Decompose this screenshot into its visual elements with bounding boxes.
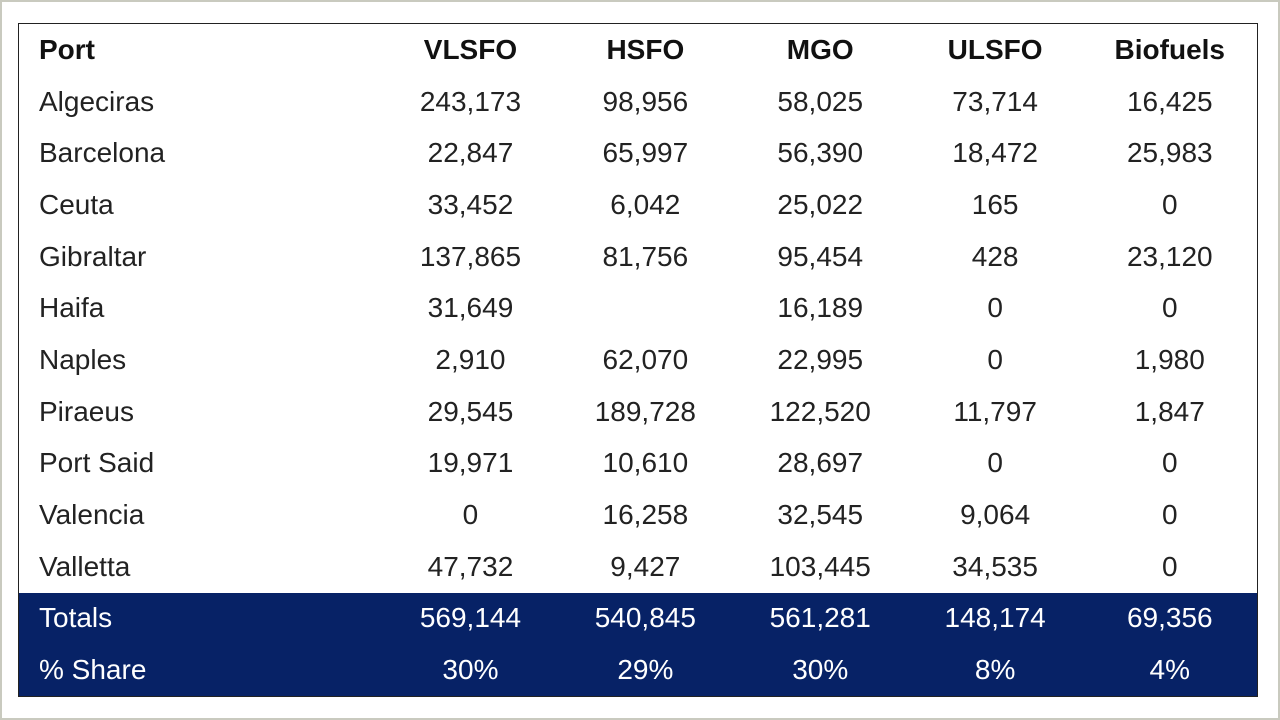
table-cell: 8% <box>907 644 1083 697</box>
table-cell: 25,022 <box>777 188 864 220</box>
table-cell: 22,847 <box>427 137 514 169</box>
table-cell: 11,797 <box>953 395 1037 427</box>
row-label: Barcelona <box>39 137 166 169</box>
table-cell: 18,472 <box>952 137 1038 169</box>
column-header: Port <box>39 33 95 65</box>
row-label: Gibraltar <box>39 240 147 272</box>
table-cell: 561,281 <box>732 592 908 645</box>
table-cell: 0 <box>462 499 479 531</box>
row-label: Piraeus <box>39 395 134 427</box>
table-cell: 30% <box>383 644 558 697</box>
column-header: ULSFO <box>947 33 1043 65</box>
table-cell: 243,173 <box>419 85 522 117</box>
table-cell: 0 <box>1161 550 1178 582</box>
table-row: Haifa 31,649 16,189 0 0 <box>19 282 1258 334</box>
table-cell: 16,425 <box>1126 85 1213 117</box>
header-row: Port VLSFO HSFO MGO ULSFO Biofuels <box>19 24 1258 76</box>
table-cell: 2,910 <box>435 343 506 375</box>
table-cell: 189,728 <box>594 395 696 427</box>
table-row: Valencia 0 16,258 32,545 9,064 0 <box>19 489 1258 541</box>
row-label: Totals <box>18 592 383 645</box>
table-cell: 0 <box>1161 292 1178 324</box>
row-label: Haifa <box>39 292 105 324</box>
table-cell <box>558 282 733 334</box>
table-cell: 165 <box>971 188 1019 220</box>
table-cell: 65,997 <box>602 137 689 169</box>
table-cell: 4% <box>1082 644 1258 697</box>
table-cell: 1,847 <box>1134 395 1205 427</box>
row-label: Naples <box>39 343 127 375</box>
column-header: MGO <box>786 33 854 65</box>
table-cell: 47,732 <box>427 550 514 582</box>
row-label: Ceuta <box>39 188 114 220</box>
table-cell: 137,865 <box>419 240 522 272</box>
table-row: Naples 2,910 62,070 22,995 0 1,980 <box>19 334 1258 386</box>
column-header: VLSFO <box>423 33 518 65</box>
table-cell: 62,070 <box>602 343 689 375</box>
table-cell: 95,454 <box>777 240 864 272</box>
table-cell: 0 <box>987 447 1003 479</box>
table-row: Algeciras 243,173 98,956 58,025 73,714 16,425 <box>19 76 1258 128</box>
table-cell: 73,714 <box>952 85 1038 117</box>
table-cell: 0 <box>1161 188 1178 220</box>
row-label: Port Said <box>39 447 155 479</box>
table-row: Valletta 47,732 9,427 103,445 34,535 0 <box>19 541 1258 593</box>
column-header: HSFO <box>606 33 685 65</box>
table-cell: 98,956 <box>602 85 689 117</box>
table-row: Port Said 19,971 10,610 28,697 0 0 <box>19 438 1258 490</box>
table-cell: 29,545 <box>427 395 514 427</box>
table-row: Piraeus 29,545 189,728 122,520 11,797 1,847 <box>19 386 1258 438</box>
table-row: Ceuta 33,452 6,042 25,022 165 0 <box>19 179 1258 231</box>
table-cell: 25,983 <box>1126 137 1213 169</box>
table-cell: 16,258 <box>602 499 689 531</box>
table-cell: 56,390 <box>777 137 864 169</box>
row-label: Valencia <box>39 499 145 531</box>
table-cell: 58,025 <box>777 85 864 117</box>
table-cell: 148,174 <box>907 592 1083 645</box>
table-row: Barcelona 22,847 65,997 56,390 18,472 25,983 <box>19 127 1258 179</box>
table-cell: 0 <box>987 292 1003 324</box>
table-cell: 428 <box>971 240 1019 272</box>
table-cell: 29% <box>557 644 733 697</box>
row-label: Valletta <box>39 550 131 582</box>
table-cell: 0 <box>987 343 1003 375</box>
table-cell: 1,980 <box>1134 343 1205 375</box>
table-cell: 32,545 <box>777 499 864 531</box>
totals-row: Totals 569,144 540,845 561,281 148,174 69,356 <box>18 592 1258 645</box>
table-cell: 23,120 <box>1126 240 1213 272</box>
table-cell: 9,064 <box>960 499 1031 531</box>
table-cell: 34,535 <box>952 550 1038 582</box>
table-cell: 0 <box>1161 499 1178 531</box>
table-cell: 28,697 <box>777 447 864 479</box>
table-cell: 569,144 <box>383 592 558 645</box>
column-header: Biofuels <box>1114 33 1226 65</box>
table-cell: 10,610 <box>602 447 689 479</box>
table-cell: 69,356 <box>1082 592 1258 645</box>
share-row: % Share 30% 29% 30% 8% 4% <box>18 644 1258 697</box>
table-cell: 81,756 <box>602 240 689 272</box>
row-label: % Share <box>18 644 383 697</box>
table-cell: 103,445 <box>769 550 871 582</box>
table-cell: 6,042 <box>610 188 681 220</box>
table-cell: 19,971 <box>427 447 514 479</box>
table-cell: 22,995 <box>777 343 864 375</box>
bunker-fuel-table: Port VLSFO HSFO MGO ULSFO Biofuels Algeciras 2… <box>18 23 1258 697</box>
table-cell: 16,189 <box>777 292 864 324</box>
table-cell: 33,452 <box>427 188 514 220</box>
table-cell: 30% <box>732 644 908 697</box>
table-cell: 0 <box>1161 447 1178 479</box>
table-cell: 9,427 <box>610 550 681 582</box>
table-row: Gibraltar 137,865 81,756 95,454 428 23,120 <box>19 231 1258 283</box>
table-cell: 31,649 <box>427 292 514 324</box>
table-cell: 540,845 <box>557 592 733 645</box>
row-label: Algeciras <box>39 85 155 117</box>
table-cell: 122,520 <box>769 395 871 427</box>
